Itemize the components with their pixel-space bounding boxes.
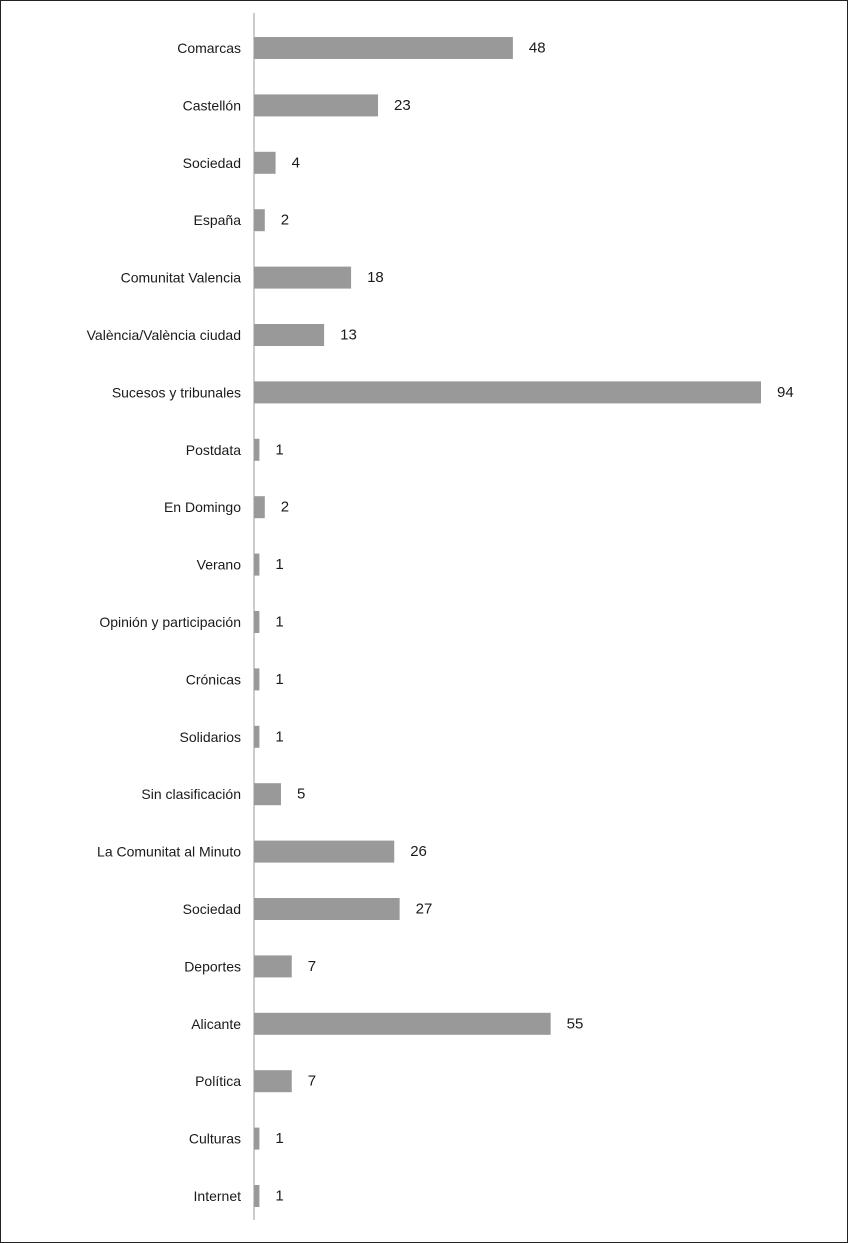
category-label-6: Sucesos y tribunales bbox=[112, 384, 241, 400]
category-label-13: Sin clasificación bbox=[141, 786, 241, 802]
value-label-2: 4 bbox=[292, 154, 300, 171]
category-label-20: Internet bbox=[194, 1188, 242, 1204]
value-label-13: 5 bbox=[297, 786, 305, 803]
category-label-7: Postdata bbox=[186, 442, 241, 458]
value-label-15: 27 bbox=[416, 901, 433, 918]
bar-2 bbox=[254, 151, 276, 174]
value-label-6: 94 bbox=[777, 384, 794, 401]
value-label-18: 7 bbox=[308, 1073, 316, 1090]
category-label-0: Comarcas bbox=[177, 40, 241, 56]
bar-8 bbox=[254, 496, 265, 519]
value-label-7: 1 bbox=[275, 441, 283, 458]
value-label-11: 1 bbox=[275, 671, 283, 688]
bar-10 bbox=[254, 611, 260, 633]
category-label-19: Culturas bbox=[189, 1131, 241, 1147]
bar-19 bbox=[254, 1127, 260, 1150]
bar-16 bbox=[254, 955, 292, 978]
value-label-19: 1 bbox=[275, 1130, 283, 1147]
bar-13 bbox=[254, 783, 281, 806]
category-label-18: Política bbox=[195, 1073, 241, 1089]
bar-1 bbox=[254, 94, 379, 117]
bar-17 bbox=[254, 1012, 551, 1035]
category-label-11: Crónicas bbox=[186, 671, 241, 687]
bar-11 bbox=[254, 668, 260, 691]
bar-12 bbox=[254, 725, 260, 748]
category-label-15: Sociedad bbox=[183, 901, 241, 917]
category-label-1: Castellón bbox=[183, 97, 241, 113]
category-label-17: Alicante bbox=[191, 1016, 241, 1032]
value-label-16: 7 bbox=[308, 958, 316, 975]
value-label-10: 1 bbox=[275, 614, 283, 631]
category-label-10: Opinión y participación bbox=[99, 614, 241, 630]
bar-3 bbox=[254, 209, 265, 232]
value-label-12: 1 bbox=[275, 728, 283, 745]
bars-group bbox=[254, 37, 761, 1207]
category-label-14: La Comunitat al Minuto bbox=[97, 844, 241, 860]
category-label-5: València/València ciudad bbox=[87, 327, 241, 343]
category-label-8: En Domingo bbox=[164, 499, 241, 515]
value-label-0: 48 bbox=[529, 40, 546, 57]
category-label-3: España bbox=[194, 212, 242, 228]
bar-5 bbox=[254, 324, 325, 346]
value-labels-group: 48 23 4 2 18 13 94 1 2 1 1 1 1 5 26 27 7 55 7 1 1 bbox=[275, 40, 793, 1205]
value-label-1: 23 bbox=[394, 97, 411, 114]
bar-18 bbox=[254, 1070, 292, 1093]
bar-4 bbox=[254, 266, 352, 289]
value-label-9: 1 bbox=[275, 556, 283, 573]
bar-20 bbox=[254, 1185, 260, 1207]
category-label-16: Deportes bbox=[184, 958, 241, 974]
bar-14 bbox=[254, 840, 395, 863]
value-label-3: 2 bbox=[281, 212, 289, 229]
category-label-9: Verano bbox=[197, 557, 242, 573]
bar-9 bbox=[254, 553, 260, 576]
value-label-8: 2 bbox=[281, 499, 289, 516]
bar-6 bbox=[254, 381, 761, 404]
value-label-14: 26 bbox=[410, 843, 427, 860]
category-label-12: Solidarios bbox=[180, 729, 241, 745]
category-label-2: Sociedad bbox=[183, 155, 241, 171]
value-label-17: 55 bbox=[567, 1015, 584, 1032]
value-label-5: 13 bbox=[340, 327, 357, 344]
category-label-4: Comunitat Valencia bbox=[121, 270, 242, 286]
category-labels-group: Comarcas Castellón Sociedad España Comunitat… bbox=[87, 40, 242, 1204]
bar-15 bbox=[254, 898, 400, 920]
value-label-4: 18 bbox=[367, 269, 384, 286]
value-label-20: 1 bbox=[275, 1188, 283, 1205]
bar-7 bbox=[254, 438, 260, 461]
bar-0 bbox=[254, 37, 513, 59]
